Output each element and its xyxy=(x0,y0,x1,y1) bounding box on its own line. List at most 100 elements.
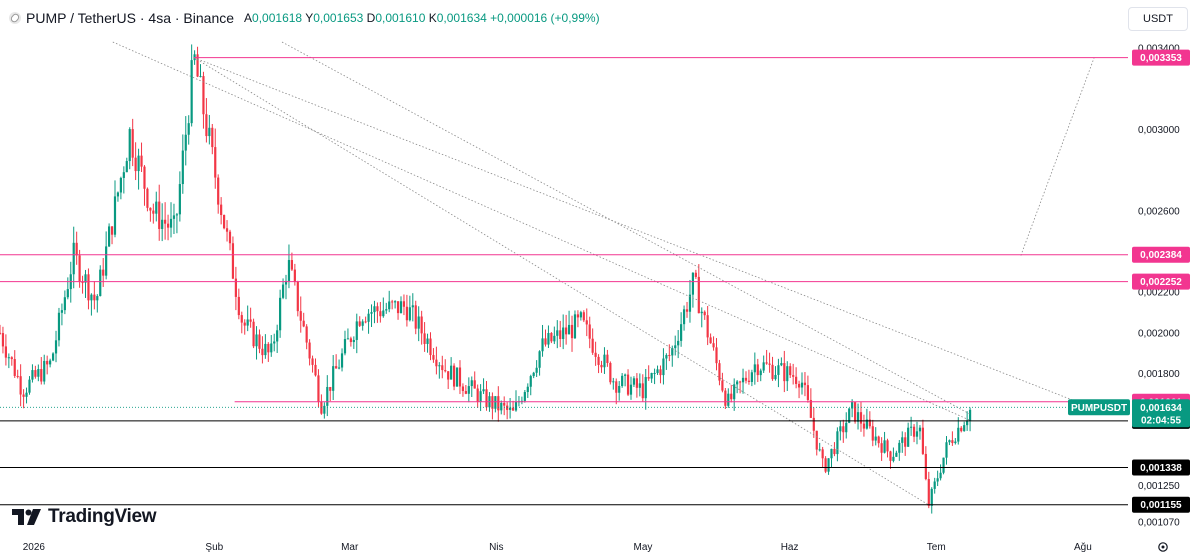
candle-body xyxy=(562,327,565,339)
candle-body xyxy=(175,214,179,216)
candle-body xyxy=(178,184,181,215)
candle-body xyxy=(626,374,630,395)
y-tick-label: 0,003400 xyxy=(1138,44,1180,55)
candle-body xyxy=(694,272,697,277)
candle-body xyxy=(75,242,78,256)
candle-body xyxy=(901,437,904,443)
candle-body xyxy=(284,280,288,285)
candle-body xyxy=(382,310,385,317)
candle-body xyxy=(7,357,10,359)
candle-body xyxy=(31,370,34,380)
candle-body xyxy=(72,242,75,275)
candle-body xyxy=(712,343,715,348)
candle-body xyxy=(258,334,261,349)
candle-body xyxy=(340,353,344,368)
candle-body xyxy=(287,260,291,281)
candle-body xyxy=(116,192,120,197)
price-axis[interactable]: 0,003400 0,003000 0,002600 0,002200 0,002000… xyxy=(1138,44,1180,529)
candle-body xyxy=(511,407,515,411)
candle-body xyxy=(682,309,686,325)
time-axis[interactable]: 2026 Şub Mar Nis May Haz Tem Ağu xyxy=(23,542,1092,553)
candle-body xyxy=(255,334,258,347)
trend-lines xyxy=(112,41,1095,506)
candle-body xyxy=(402,301,406,307)
candle-body xyxy=(441,365,444,371)
candle-body xyxy=(164,219,167,224)
candle-body xyxy=(786,366,789,382)
candle-body xyxy=(892,456,895,461)
candle-body xyxy=(317,375,320,402)
candle-body xyxy=(276,330,279,342)
candle-body xyxy=(467,386,470,394)
price-tag-label: 0,003353 xyxy=(1140,53,1182,64)
candle-body xyxy=(34,370,37,377)
candle-body xyxy=(320,401,323,414)
ohlc-high-key: Y xyxy=(305,11,314,25)
candle-body xyxy=(809,399,812,418)
candle-body xyxy=(146,188,149,208)
candle-body xyxy=(25,392,28,397)
candle-body xyxy=(606,354,609,363)
settings-gear-icon[interactable] xyxy=(1157,541,1169,553)
candle-body xyxy=(214,147,217,178)
candle-body xyxy=(806,385,810,400)
candle-body xyxy=(547,332,550,345)
candle-body xyxy=(140,155,143,167)
ohlc-low-key: D xyxy=(366,11,376,25)
chart-header: PUMP / TetherUS · 4sa · Binance A0,00161… xyxy=(8,9,600,27)
candle-body xyxy=(202,76,205,115)
candle-body xyxy=(842,426,845,433)
candle-body xyxy=(470,380,473,387)
candle-body xyxy=(730,393,733,400)
candle-body xyxy=(724,390,727,406)
candle-body xyxy=(299,311,302,321)
candle-body xyxy=(16,375,19,377)
currency-button[interactable]: USDT xyxy=(1128,7,1188,31)
candle-body xyxy=(49,360,52,365)
candle-body xyxy=(217,177,220,205)
candle-body xyxy=(650,373,653,379)
x-tick-label: 2026 xyxy=(23,542,46,553)
candle-body xyxy=(423,333,426,344)
candle-body xyxy=(243,322,246,326)
candle-body xyxy=(889,451,892,461)
candle-body xyxy=(559,330,562,339)
candle-body xyxy=(883,440,886,453)
candle-body xyxy=(99,269,102,297)
candle-body xyxy=(184,134,187,151)
candle-body xyxy=(836,431,839,455)
symbol-title[interactable]: PUMP / TetherUS · 4sa · Binance xyxy=(26,10,235,26)
candle-body xyxy=(918,427,922,432)
candle-body xyxy=(550,332,553,342)
candle-body xyxy=(665,355,668,359)
candle-body xyxy=(706,315,709,338)
candle-body xyxy=(924,453,927,480)
candle-body xyxy=(205,114,208,137)
candle-body xyxy=(612,381,615,383)
candle-body xyxy=(158,201,161,229)
candle-body xyxy=(110,226,114,235)
candle-body xyxy=(874,436,877,441)
candle-body xyxy=(43,360,46,382)
x-tick-label: Ağu xyxy=(1074,542,1092,553)
ohlc-readout: A0,001618 Y0,001653 D0,001610 K0,001634 … xyxy=(244,11,600,25)
candle-body xyxy=(783,363,786,382)
candle-body xyxy=(155,201,158,214)
candle-body xyxy=(865,419,868,429)
last-price-symbol-label: PUMPUSDT xyxy=(1071,403,1127,414)
candle-body xyxy=(57,312,61,341)
candle-body xyxy=(573,314,577,339)
candle-body xyxy=(54,340,58,354)
candle-body xyxy=(290,260,294,270)
candle-body xyxy=(553,335,556,342)
candle-body xyxy=(921,427,925,454)
candle-body xyxy=(927,479,930,506)
candle-body xyxy=(308,342,311,359)
candle-body xyxy=(738,381,742,383)
candle-body xyxy=(951,440,954,444)
tradingview-logo[interactable]: TradingView xyxy=(12,506,157,528)
candle-body xyxy=(579,312,582,318)
candle-body xyxy=(591,338,594,353)
x-tick-label: Mar xyxy=(341,542,359,553)
